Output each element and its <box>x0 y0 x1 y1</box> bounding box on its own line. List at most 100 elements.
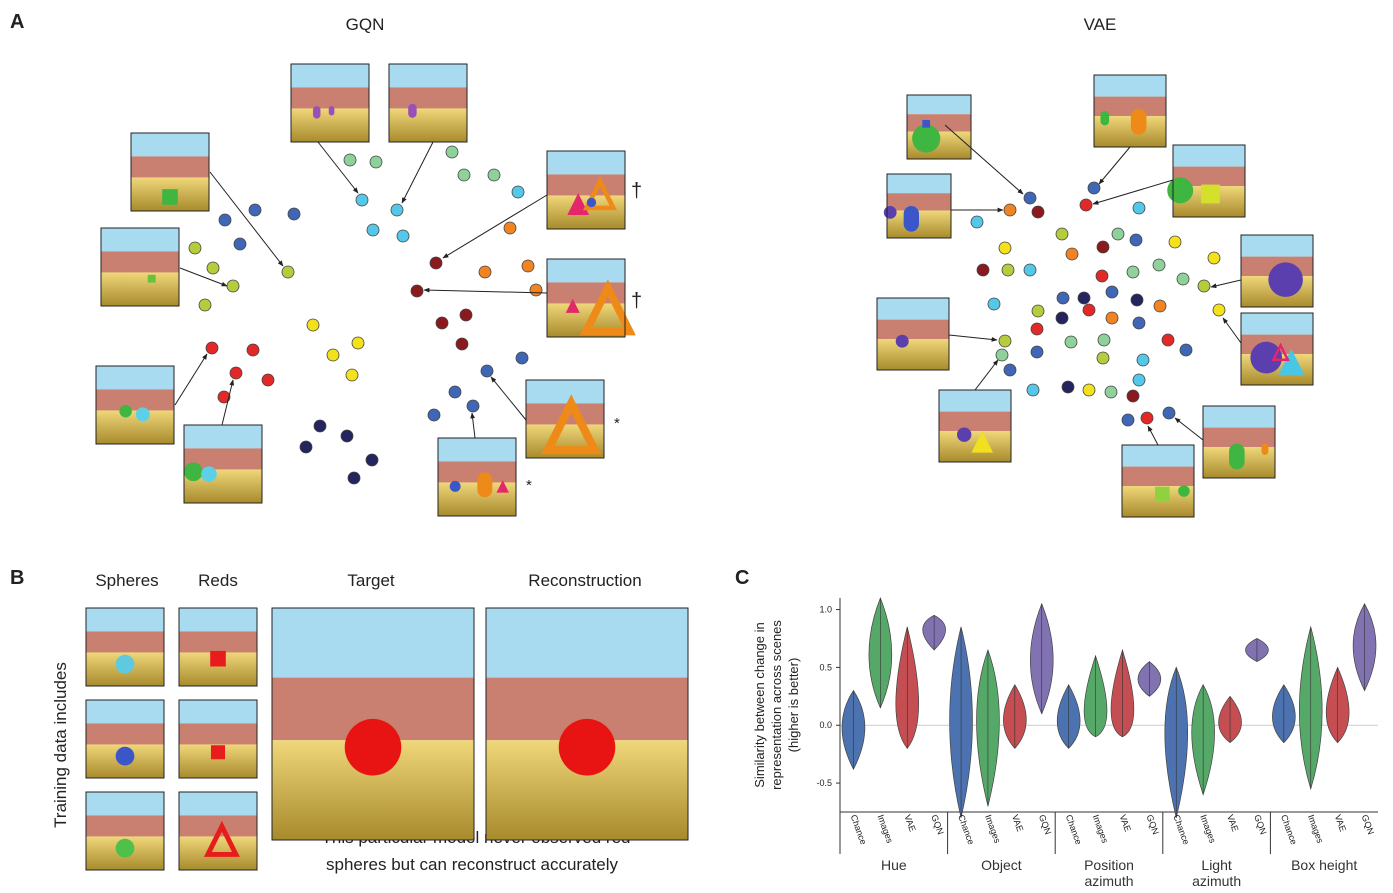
object <box>116 655 135 674</box>
wall <box>86 815 164 836</box>
embedding-dot <box>996 349 1008 361</box>
object <box>201 466 217 482</box>
column-header: Spheres <box>95 571 158 590</box>
object <box>116 747 135 766</box>
embedding-dot <box>481 365 493 377</box>
scene-thumbnail <box>1241 313 1313 385</box>
sky <box>291 64 369 87</box>
side-label: Training data includes <box>51 662 70 828</box>
object <box>1100 111 1109 125</box>
panel-title: VAE <box>1084 15 1117 34</box>
object <box>922 120 930 128</box>
series-label: VAE <box>1010 813 1025 833</box>
embedding-dot <box>249 204 261 216</box>
series-label: Images <box>1306 813 1326 845</box>
category-label: Position azimuth <box>1074 857 1144 889</box>
embedding-dot <box>247 344 259 356</box>
scene-thumbnail <box>131 133 209 211</box>
embedding-dot <box>1112 228 1124 240</box>
floor <box>101 272 179 306</box>
embedding-dot <box>397 230 409 242</box>
scene-thumbnail <box>486 608 688 840</box>
embedding-dot <box>348 472 360 484</box>
object <box>162 189 178 205</box>
y-tick-label: 0.0 <box>819 720 832 730</box>
series-label: VAE <box>1118 813 1133 833</box>
object <box>957 427 971 441</box>
embedding-dot <box>1066 248 1078 260</box>
embedding-dot <box>1083 384 1095 396</box>
column-header: Reds <box>198 571 238 590</box>
arrow <box>1099 147 1130 184</box>
sky <box>86 700 164 723</box>
object <box>329 106 335 115</box>
object <box>345 719 402 776</box>
y-tick-label: 0.5 <box>819 662 832 672</box>
panel-title: GQN <box>346 15 385 34</box>
embedding-dot <box>1056 228 1068 240</box>
embedding-dot <box>1127 266 1139 278</box>
arrow <box>949 335 997 340</box>
embedding-dot <box>282 266 294 278</box>
arrow <box>975 360 998 390</box>
embedding-dot <box>370 156 382 168</box>
embedding-dot <box>1105 386 1117 398</box>
sky <box>526 380 604 403</box>
scene-thumbnail <box>179 608 257 686</box>
y-axis-label: Similarity between change in <box>752 622 767 787</box>
object <box>1178 485 1190 497</box>
embedding-dot <box>1169 236 1181 248</box>
sky <box>1241 313 1313 335</box>
wall <box>877 320 949 339</box>
embedding-dot <box>999 242 1011 254</box>
embedding-dot <box>307 319 319 331</box>
scene-thumbnail <box>907 95 971 159</box>
scene-thumbnail <box>184 425 262 503</box>
object <box>904 206 919 232</box>
embedding-dot <box>460 309 472 321</box>
object <box>896 335 909 348</box>
series-label: GQN <box>1037 813 1053 836</box>
sky <box>1094 75 1166 97</box>
scene-thumbnail <box>884 174 951 238</box>
object <box>136 407 150 421</box>
object <box>1229 443 1245 469</box>
sky <box>131 133 209 156</box>
embedding-dot <box>999 335 1011 347</box>
sky <box>1122 445 1194 467</box>
series-label: Chance <box>956 813 976 846</box>
wall <box>887 193 951 210</box>
scene-thumbnail <box>547 151 625 229</box>
embedding-dot <box>341 430 353 442</box>
embedding-dot <box>219 214 231 226</box>
embedding-dot <box>391 204 403 216</box>
embedding-dot <box>1098 334 1110 346</box>
sky <box>272 608 474 678</box>
embedding-dot <box>1154 300 1166 312</box>
embedding-dot <box>436 317 448 329</box>
embedding-dot <box>1057 292 1069 304</box>
y-tick-label: 1.0 <box>819 605 832 615</box>
marker-symbol: † <box>631 290 642 312</box>
embedding-dot <box>1083 304 1095 316</box>
embedding-dot <box>1027 384 1039 396</box>
wall <box>547 174 625 195</box>
series-label: VAE <box>1333 813 1348 833</box>
wall <box>438 461 516 482</box>
embedding-dot <box>1024 264 1036 276</box>
arrow <box>1093 180 1173 204</box>
figure: A GQN VAE † † * * B Spheres Reds Target … <box>0 0 1393 893</box>
wall <box>1122 467 1194 486</box>
sky <box>179 608 257 631</box>
embedding-dot <box>1198 280 1210 292</box>
embedding-dot <box>1141 412 1153 424</box>
scene-thumbnail <box>547 259 630 337</box>
series-label: Images <box>875 813 895 845</box>
embedding-dot <box>1097 241 1109 253</box>
series-label: Images <box>1198 813 1218 845</box>
scene-thumbnail <box>179 792 257 870</box>
embedding-dot <box>1004 364 1016 376</box>
embedding-dot <box>428 409 440 421</box>
object <box>1201 185 1220 204</box>
embedding-dot <box>1162 334 1174 346</box>
